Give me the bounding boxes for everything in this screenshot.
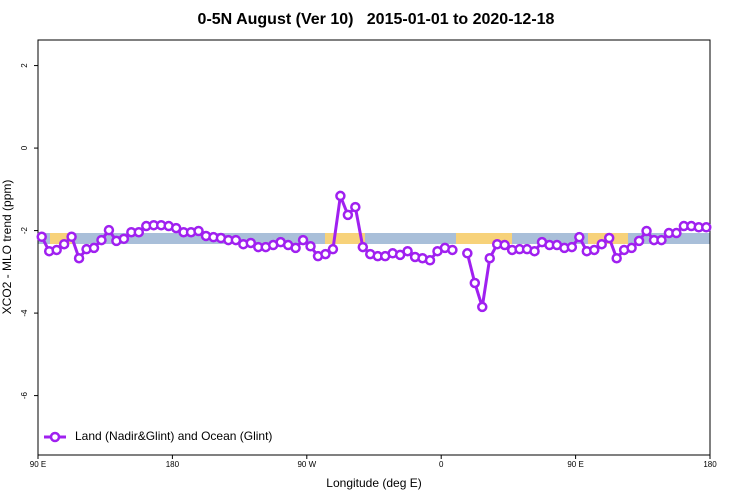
data-point [611,252,622,264]
data-point [656,234,667,246]
data-point [402,245,413,257]
x-tick-label: 0 [439,460,444,469]
data-point [589,244,600,256]
data-point [327,243,339,255]
data-point [66,231,77,243]
y-tick-label: -4 [20,309,29,317]
legend-marker [49,431,61,443]
data-point [96,234,107,246]
data-point [574,231,585,243]
y-axis-label: XCO2 - MLO trend (ppm) [0,180,14,315]
x-tick-label: 90 E [30,460,46,469]
data-point [245,237,257,249]
data-point [701,222,712,233]
y-tick-label: 2 [20,63,29,68]
data-point [290,242,301,254]
x-tick-label: 90 E [567,460,583,469]
data-point [469,277,481,289]
data-point [88,242,100,254]
data-point [51,244,62,256]
data-point [350,201,361,213]
land-band [325,233,365,244]
data-point [633,235,645,247]
data-point [566,241,578,253]
data-point [499,239,510,251]
data-point [626,242,637,254]
data-point [118,233,130,245]
data-point [193,225,204,237]
data-point [671,227,682,239]
data-point [305,241,316,252]
data-point [297,234,309,246]
data-point [335,190,346,202]
data-point [170,222,182,234]
data-point [424,255,436,266]
data-point [641,225,652,237]
data-point [603,232,615,244]
data-point [230,234,242,246]
data-point [133,226,145,238]
plot-frame [37,39,711,456]
legend-label: Land (Nadir&Glint) and Ocean (Glint) [75,429,272,443]
data-point [320,248,331,260]
data-point [73,252,85,264]
data-point [484,252,495,264]
y-tick-label: 0 [20,145,29,150]
land-band [456,233,512,244]
data-point [596,238,607,250]
data-point [462,248,473,259]
y-tick-label: -6 [20,391,29,399]
x-tick-label: 180 [166,460,180,469]
x-tick-label: 90 W [297,460,316,469]
data-point [447,244,458,256]
data-point [103,224,115,236]
y-tick-label: -2 [20,226,29,234]
chart-title: 0-5N August (Ver 10) 2015-01-01 to 2020-… [198,11,555,28]
data-point [477,301,488,313]
x-tick-label: 180 [703,460,717,469]
data-point [529,245,540,257]
data-point [357,241,369,253]
land-band [50,233,72,244]
x-axis-label: Longitude (deg E) [326,476,421,490]
ocean-band [38,233,710,244]
data-point [342,209,354,221]
data-point [58,238,70,250]
data-point [36,231,47,243]
